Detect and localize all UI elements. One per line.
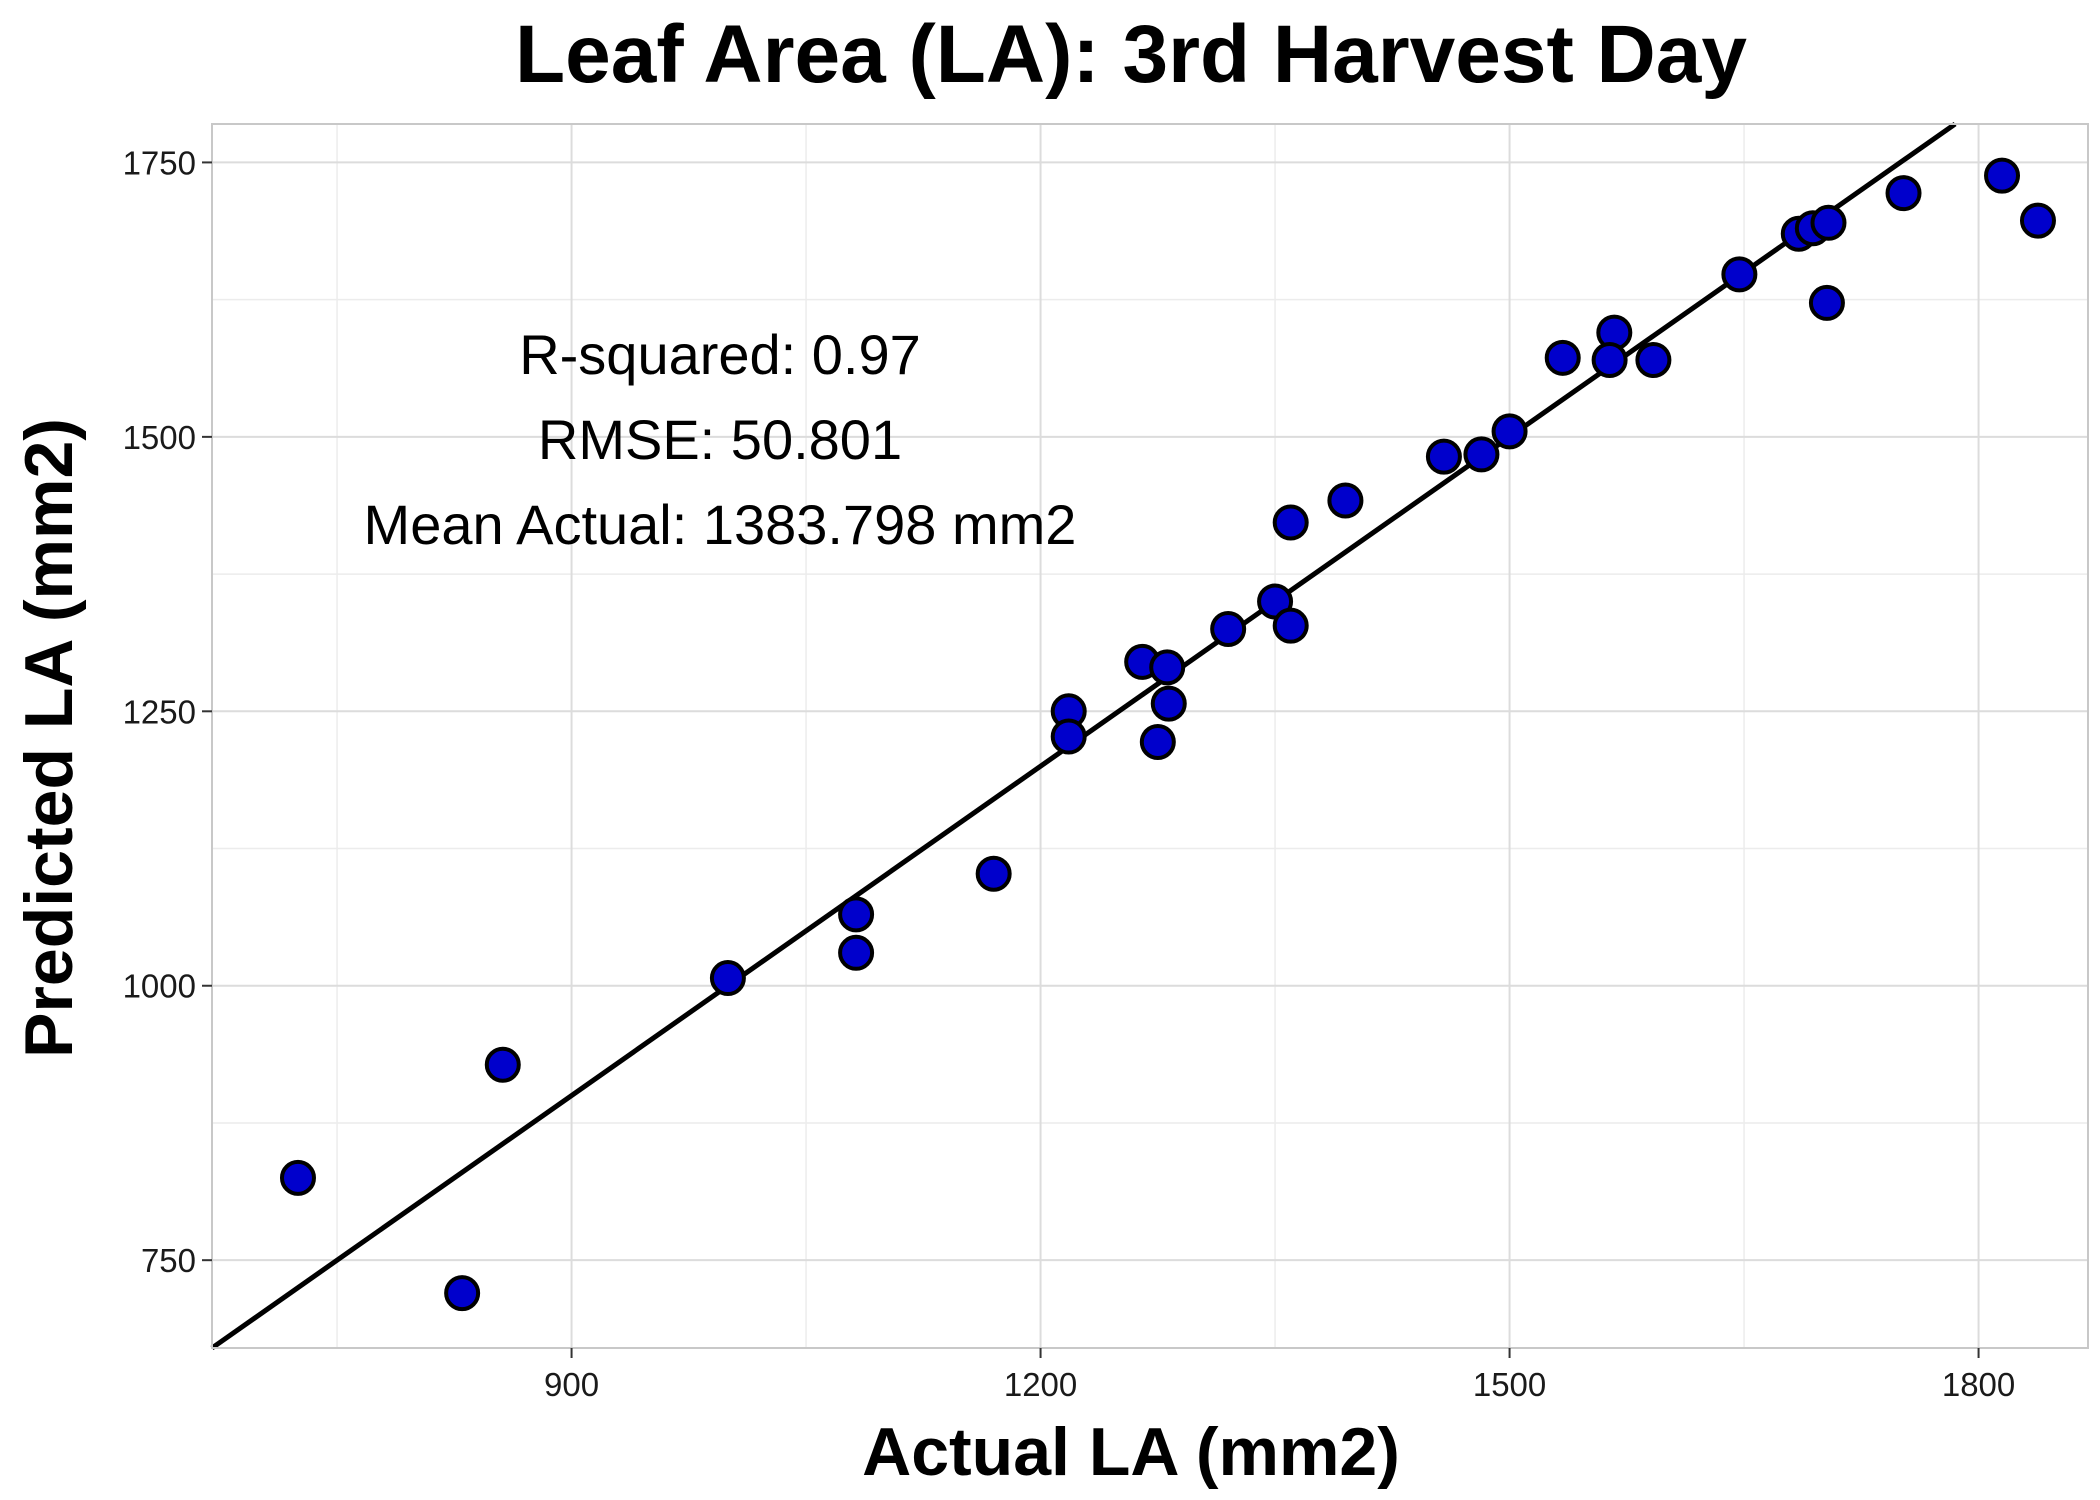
data-point [1139, 724, 1176, 761]
r-squared-annotation: R-squared: 0.97 [519, 323, 921, 386]
y-tick-label: 750 [141, 1242, 196, 1279]
data-point [1425, 438, 1462, 475]
data-point [1050, 718, 1087, 755]
data-point [1463, 436, 1500, 473]
data-point [1810, 204, 1847, 241]
data-point [1544, 339, 1581, 376]
stats-annotation: R-squared: 0.97 RMSE: 50.801 Mean Actual… [364, 323, 1077, 556]
data-point [838, 896, 875, 933]
y-tick-label: 1500 [123, 419, 196, 456]
data-point [1210, 610, 1247, 647]
data-point [444, 1275, 481, 1312]
data-point [1808, 284, 1845, 321]
mean-actual-annotation: Mean Actual: 1383.798 mm2 [364, 493, 1077, 556]
x-axis-title: Actual LA (mm2) [862, 1414, 1400, 1490]
y-tick-label: 1250 [123, 693, 196, 730]
data-point [975, 855, 1012, 892]
plot-panel-border [211, 123, 2089, 1349]
data-point [1721, 256, 1758, 293]
axis-ticks: 900 1200 1500 1800 750 1000 1250 1500 1750 [123, 144, 2016, 1403]
data-point [1149, 649, 1186, 686]
x-tick-label: 900 [544, 1366, 599, 1403]
data-point [1885, 175, 1922, 212]
y-axis-title: Predicted LA (mm2) [11, 418, 87, 1058]
data-point [2019, 202, 2056, 239]
data-points [279, 157, 2056, 1312]
data-point [1272, 607, 1309, 644]
chart-title: Leaf Area (LA): 3rd Harvest Day [515, 9, 1747, 100]
data-point [838, 934, 875, 971]
data-point [1327, 482, 1364, 519]
data-point [1272, 504, 1309, 541]
x-tick-label: 1500 [1473, 1366, 1546, 1403]
data-point [484, 1046, 521, 1083]
data-point [1635, 342, 1672, 379]
y-tick-label: 1750 [123, 144, 196, 181]
data-point [1150, 685, 1187, 722]
x-tick-label: 1200 [1004, 1366, 1077, 1403]
data-point [709, 960, 746, 997]
data-point [1591, 342, 1628, 379]
grid [212, 124, 2088, 1348]
data-point [279, 1159, 316, 1196]
y-tick-label: 1000 [123, 968, 196, 1005]
rmse-annotation: RMSE: 50.801 [538, 408, 902, 471]
x-tick-label: 1800 [1942, 1366, 2015, 1403]
data-point [1491, 413, 1528, 450]
data-point [1984, 157, 2021, 194]
